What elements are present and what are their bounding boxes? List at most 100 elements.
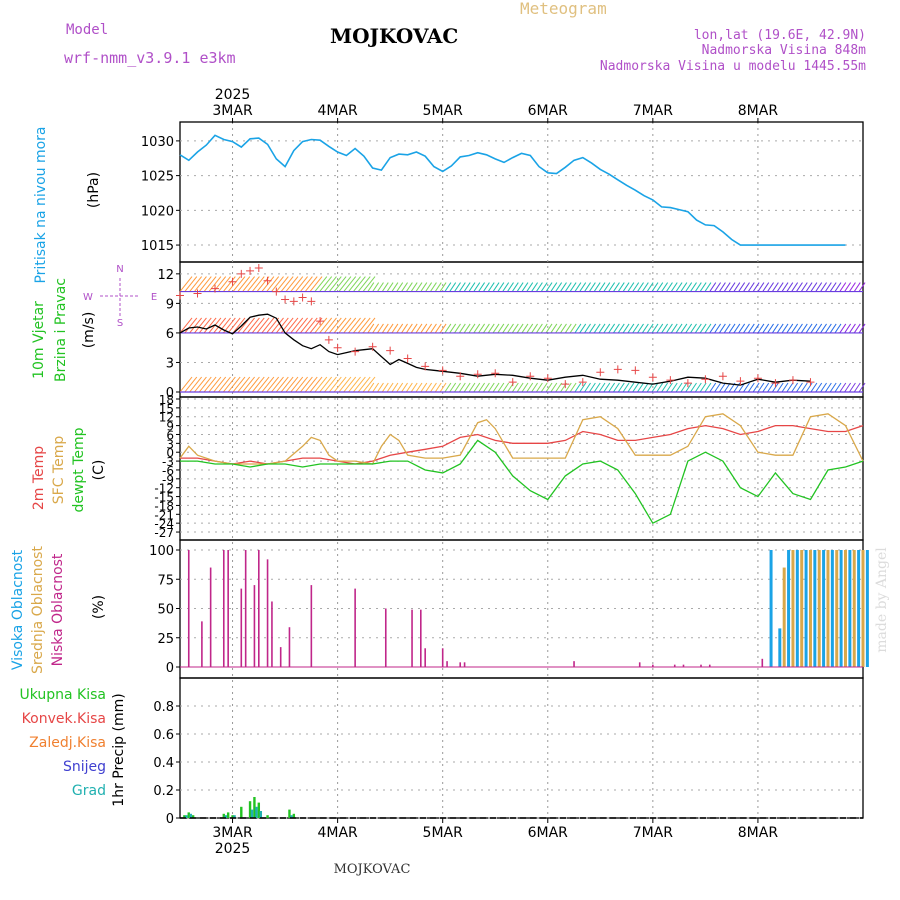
wind-barb — [781, 282, 789, 292]
wind-barb — [420, 282, 428, 292]
mid-cloud-bar — [861, 550, 865, 667]
wind-barb — [309, 376, 323, 393]
wind-barb — [829, 323, 837, 334]
wind-barb — [579, 323, 587, 334]
product-title: Meteogram — [520, 0, 607, 18]
wind-barb — [714, 382, 721, 393]
precip-bar — [253, 797, 256, 818]
precip-bar — [248, 801, 252, 818]
wind-barb — [569, 282, 577, 292]
wind-barb — [555, 282, 563, 292]
wind-barb — [473, 323, 481, 334]
y-tick-label: 25 — [157, 632, 174, 647]
precip-bar — [231, 815, 234, 818]
wind-barb — [425, 323, 433, 334]
low-cloud-bar — [279, 647, 282, 667]
low-cloud-bar — [411, 609, 413, 667]
wind-barb — [569, 323, 577, 334]
panel-frame — [179, 539, 864, 679]
wind-barb — [564, 282, 572, 292]
gust-mark — [543, 374, 552, 383]
wind-barb — [391, 323, 399, 334]
wind-barb — [752, 282, 760, 292]
wind-barb — [800, 382, 808, 393]
wind-barb — [458, 323, 466, 334]
wind-barb — [381, 323, 389, 334]
wind-barb — [458, 282, 466, 292]
wind-barb — [545, 382, 553, 393]
wind-barb — [256, 376, 270, 393]
low-cloud-bar — [638, 662, 641, 667]
y-tick-label: 6 — [166, 327, 174, 342]
wind-barb — [434, 382, 442, 393]
wind-barb — [381, 282, 389, 292]
wind-barb — [608, 382, 616, 393]
wind-barb — [396, 382, 404, 393]
low-cloud-bar — [761, 658, 764, 667]
wind-barb — [521, 382, 529, 393]
year-label-bottom: 2025 — [215, 841, 251, 857]
wind-barb — [275, 317, 289, 334]
x-tick-label-bottom: 4MAR — [317, 825, 358, 841]
wind-barb — [584, 323, 591, 334]
wind-barb — [738, 282, 746, 292]
x-tick-label-bottom: 5MAR — [423, 825, 464, 841]
wind-barb — [227, 276, 241, 292]
gust-mark — [526, 372, 535, 381]
wind-barb — [733, 323, 741, 334]
wind-barb — [218, 276, 231, 292]
wind-barb — [651, 282, 659, 292]
panel-frame — [179, 677, 864, 819]
wind-barb — [377, 323, 384, 334]
gust-mark — [289, 297, 298, 306]
low-cloud-bar — [424, 648, 426, 667]
wind-barb — [304, 276, 318, 292]
footer-station: MOJKOVAC — [334, 862, 411, 877]
wind-barb — [796, 382, 803, 393]
wind-barb — [718, 323, 726, 334]
low-cloud-bar — [244, 550, 247, 667]
y-tick-label: 0.4 — [153, 756, 174, 771]
wind-barb — [275, 276, 289, 292]
wind-barb — [540, 382, 548, 393]
low-cloud-bar — [463, 662, 466, 667]
high-cloud-bar — [848, 550, 852, 667]
wind-barb — [247, 276, 260, 292]
wind-barb — [593, 282, 601, 292]
wind-barb — [502, 382, 510, 393]
wind-barb — [666, 323, 673, 334]
wind-barb — [410, 282, 418, 292]
wind-barb — [820, 382, 827, 393]
gust-mark — [386, 346, 395, 355]
low-cloud-bar — [384, 608, 387, 667]
wind-barb — [685, 382, 693, 393]
wind-barb — [280, 376, 294, 393]
wind-barb — [569, 382, 577, 393]
mid-cloud-bar — [817, 550, 821, 667]
wind-barb — [757, 382, 765, 393]
wind-barb — [189, 276, 203, 292]
temp-unit: (C) — [91, 460, 107, 481]
low-cloud-bar — [682, 664, 685, 667]
wind-barb — [535, 282, 543, 292]
wind-barb — [507, 282, 514, 292]
wind-barb — [555, 323, 563, 334]
wind-barb — [430, 323, 437, 334]
low-cloud-bar — [222, 550, 225, 667]
model-altitude-label: Nadmorska Visina u modelu 1445.55m — [600, 59, 866, 74]
gust-mark — [683, 379, 692, 388]
high-cloud-bar — [769, 550, 773, 667]
gust-mark — [263, 276, 272, 285]
wind-barb — [849, 282, 856, 292]
wind-barb — [521, 282, 529, 292]
mid-cloud-bar — [835, 550, 839, 667]
wind-barb — [454, 323, 461, 334]
wind-barb — [588, 282, 596, 292]
wind-barb — [752, 323, 760, 334]
x-tick-label-bottom: 8MAR — [738, 825, 779, 841]
wind-barb — [608, 323, 616, 334]
wind-barb — [574, 282, 582, 292]
wind-barb — [622, 282, 630, 292]
wind-barb — [743, 382, 750, 393]
